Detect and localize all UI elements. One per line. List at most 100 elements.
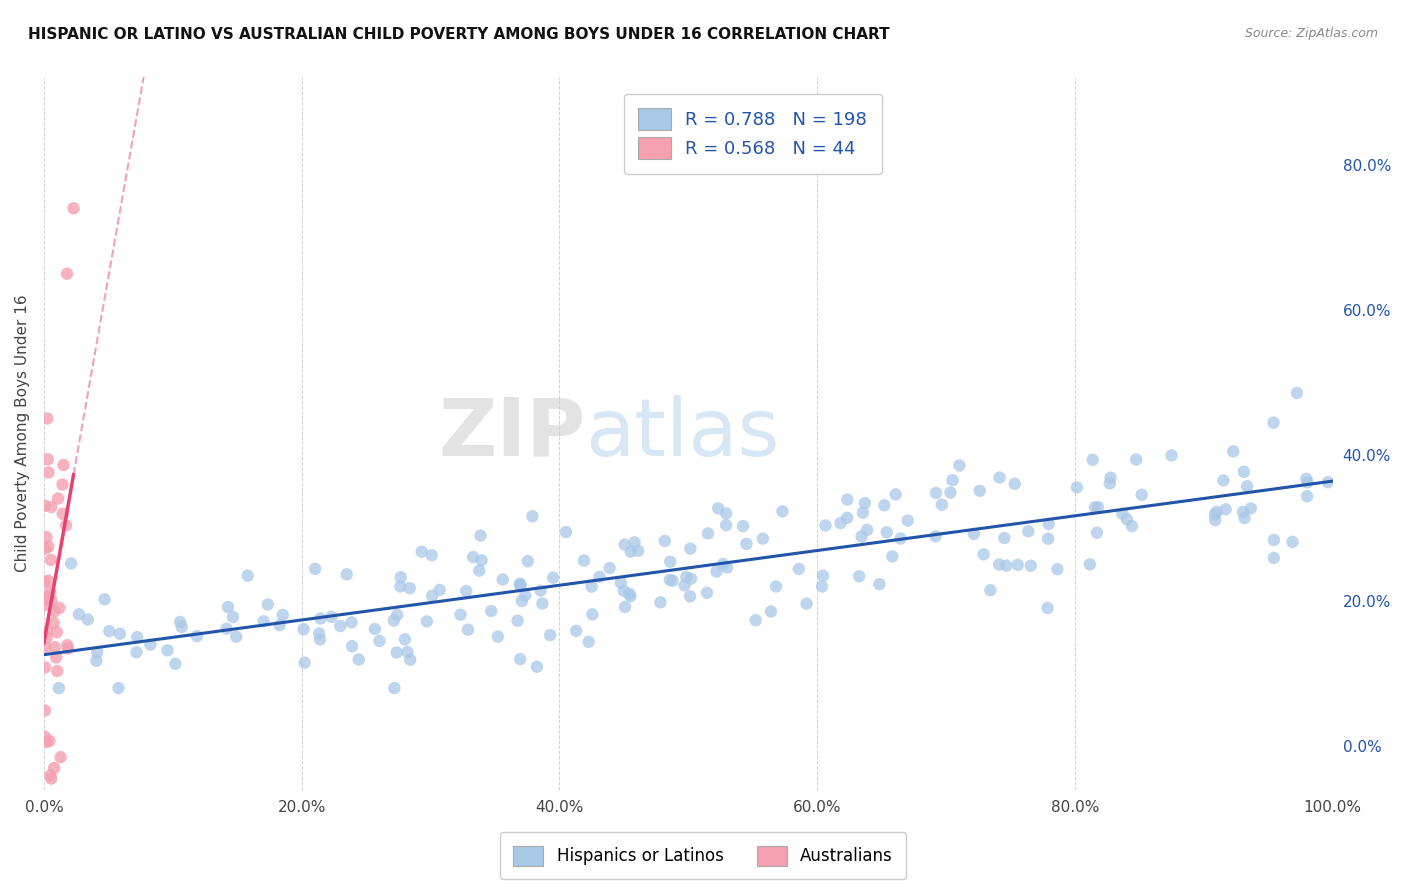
- Point: [217, 600, 239, 615]
- Point: [752, 532, 775, 546]
- Point: [429, 582, 451, 597]
- Point: [588, 570, 610, 584]
- Point: [681, 572, 703, 586]
- Point: [156, 643, 179, 657]
- Point: [34, 574, 56, 589]
- Point: [165, 657, 187, 671]
- Point: [697, 526, 720, 541]
- Point: [368, 634, 391, 648]
- Point: [1087, 500, 1109, 515]
- Point: [1046, 562, 1069, 576]
- Point: [398, 581, 420, 595]
- Point: [340, 615, 363, 630]
- Point: [382, 614, 405, 628]
- Text: Source: ZipAtlas.com: Source: ZipAtlas.com: [1244, 27, 1378, 40]
- Point: [62, 202, 84, 216]
- Point: [45, 650, 67, 665]
- Point: [394, 632, 416, 647]
- Point: [294, 656, 316, 670]
- Point: [1263, 550, 1285, 565]
- Point: [470, 553, 492, 567]
- Point: [93, 592, 115, 607]
- Point: [939, 485, 962, 500]
- Point: [627, 544, 650, 558]
- Point: [52, 507, 75, 521]
- Text: ZIP: ZIP: [439, 394, 585, 473]
- Point: [526, 659, 548, 673]
- Point: [614, 599, 637, 614]
- Point: [1098, 476, 1121, 491]
- Point: [679, 541, 702, 556]
- Point: [1296, 489, 1319, 503]
- Point: [1004, 476, 1026, 491]
- Point: [679, 590, 702, 604]
- Point: [225, 630, 247, 644]
- Point: [38, 466, 60, 480]
- Point: [37, 574, 59, 588]
- Point: [492, 573, 515, 587]
- Point: [399, 652, 422, 666]
- Point: [506, 614, 529, 628]
- Point: [86, 654, 108, 668]
- Point: [329, 619, 352, 633]
- Point: [851, 529, 873, 543]
- Point: [38, 590, 60, 604]
- Point: [49, 750, 72, 764]
- Point: [509, 576, 531, 591]
- Point: [1036, 532, 1059, 546]
- Point: [39, 772, 62, 786]
- Point: [215, 622, 238, 636]
- Point: [530, 583, 553, 598]
- Point: [479, 604, 502, 618]
- Point: [884, 487, 907, 501]
- Point: [170, 620, 193, 634]
- Point: [39, 768, 62, 782]
- Point: [623, 535, 645, 549]
- Point: [1215, 502, 1237, 516]
- Point: [1116, 512, 1139, 526]
- Point: [1204, 508, 1226, 522]
- Point: [1066, 480, 1088, 494]
- Point: [554, 524, 576, 539]
- Point: [389, 579, 412, 593]
- Point: [869, 577, 891, 591]
- Point: [1296, 475, 1319, 490]
- Point: [696, 586, 718, 600]
- Point: [716, 560, 738, 574]
- Point: [619, 589, 641, 603]
- Point: [450, 607, 472, 622]
- Point: [55, 518, 77, 533]
- Point: [1111, 507, 1133, 521]
- Point: [139, 638, 162, 652]
- Point: [169, 615, 191, 629]
- Point: [35, 735, 58, 749]
- Point: [973, 547, 995, 561]
- Point: [1019, 558, 1042, 573]
- Point: [46, 491, 69, 506]
- Point: [988, 470, 1011, 484]
- Point: [658, 573, 681, 587]
- Point: [873, 498, 896, 512]
- Point: [463, 549, 485, 564]
- Point: [988, 558, 1011, 572]
- Point: [34, 499, 56, 513]
- Point: [1205, 505, 1227, 519]
- Point: [796, 597, 818, 611]
- Point: [811, 579, 834, 593]
- Point: [98, 624, 121, 639]
- Point: [86, 645, 108, 659]
- Point: [269, 618, 291, 632]
- Point: [735, 537, 758, 551]
- Point: [610, 575, 633, 590]
- Point: [236, 568, 259, 582]
- Point: [538, 628, 561, 642]
- Point: [52, 458, 75, 472]
- Point: [661, 574, 683, 588]
- Point: [42, 615, 65, 630]
- Point: [125, 645, 148, 659]
- Point: [39, 553, 62, 567]
- Point: [581, 580, 603, 594]
- Point: [1263, 533, 1285, 547]
- Point: [876, 525, 898, 540]
- Point: [35, 593, 58, 607]
